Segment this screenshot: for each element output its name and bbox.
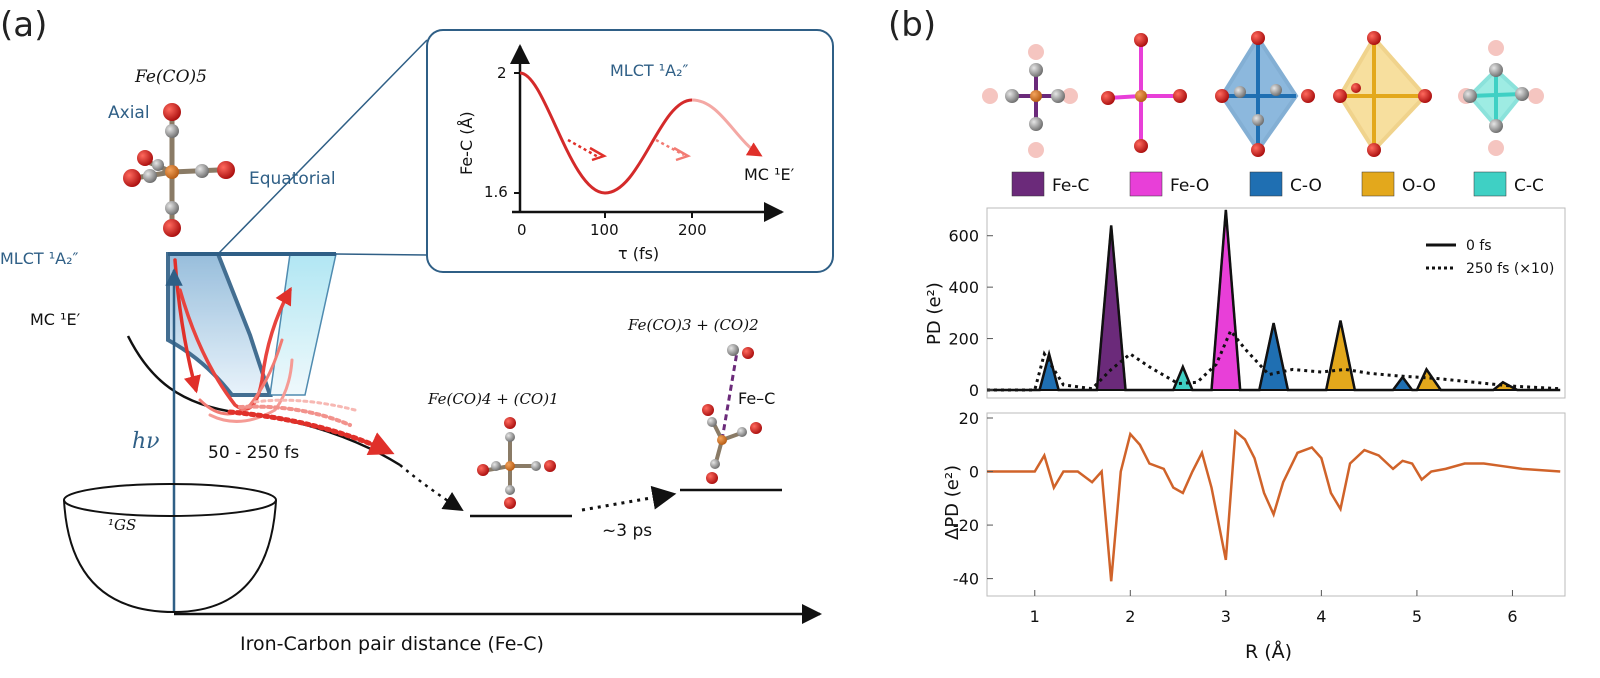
dpd-x-tick-label: 5 (1412, 607, 1422, 626)
pd-peak (1095, 225, 1127, 391)
inset-mlct-label: MLCT ¹A₂″ (610, 61, 689, 80)
panel-a-label: (a) (0, 5, 47, 45)
pd-y-tick-label: 0 (969, 381, 979, 400)
inset-oscillation-curve-tail (691, 98, 763, 157)
inset-x-tick: 100 (590, 221, 619, 239)
pd-y-tick-label: 600 (948, 227, 979, 246)
gs-well (63, 499, 277, 614)
hv-label: hν (132, 429, 160, 454)
dpd-x-tick-label: 6 (1507, 607, 1517, 626)
legend-label-c-o: C-O (1290, 176, 1322, 196)
inset-ylabel: Fe-C (Å) (457, 111, 476, 175)
inset-oscillation-curve (519, 71, 693, 195)
inset-mc-label: MC ¹E′ (744, 165, 795, 184)
legend-swatch-c-c (1473, 171, 1507, 197)
inset-x-tick: 200 (678, 221, 707, 239)
dpd-x-tick-label: 4 (1316, 607, 1326, 626)
inset-x-tick: 0 (517, 221, 527, 239)
legend-swatch-c-o (1249, 171, 1283, 197)
inset-projection-line (217, 39, 428, 255)
x-axis-label: Iron-Carbon pair distance (Fe-C) (240, 633, 544, 655)
inset-xlabel: τ (fs) (618, 244, 659, 263)
time-label: 50 - 250 fs (208, 443, 299, 463)
pd-peak (1171, 364, 1194, 391)
dpd-y-tick-label: 0 (969, 463, 979, 482)
legend-label-fe-c: Fe-C (1052, 176, 1089, 196)
dpd-series-line (987, 428, 1561, 582)
inset-projection-line (335, 253, 428, 256)
pd-series-0fs (987, 209, 1561, 392)
legend-swatch-fe-c (1011, 171, 1045, 197)
pd-series-legend: 0 fs 250 fs (×10) (1426, 238, 1554, 277)
equatorial-label: Equatorial (249, 169, 336, 189)
dissociation-path (399, 464, 464, 512)
dpd-x-tick-label: 1 (1030, 607, 1040, 626)
legend-label-250fs: 250 fs (×10) (1466, 261, 1554, 277)
wavepacket-arrows (173, 258, 395, 456)
dpd-x-ticks: 1 2 3 4 5 6 (1030, 590, 1518, 626)
dpd-y-tick-label: -20 (953, 516, 979, 535)
fe-co5-molecule (123, 103, 235, 237)
pair-legend: Fe-C Fe-O C-O O-O C-C (1011, 171, 1544, 197)
dpd-x-tick-label: 2 (1125, 607, 1135, 626)
legend-label-0fs: 0 fs (1466, 238, 1492, 254)
pd-y-tick-label: 400 (948, 278, 979, 297)
gs-well-rim (63, 483, 277, 517)
mc-label: MC ¹E′ (30, 310, 81, 329)
molecule-title: Fe(CO)5 (134, 67, 207, 87)
mlct-potential-well-right (269, 253, 337, 396)
product1-label: Fe(CO)4 + (CO)1 (427, 390, 559, 408)
pd-plot-frame (986, 207, 1566, 399)
structure-o-o (1333, 31, 1432, 157)
legend-swatch-fe-o (1129, 171, 1163, 197)
pd-series-250fs (987, 327, 1561, 392)
dpd-y-tick-label: 20 (959, 409, 979, 428)
pd-plot (987, 209, 1561, 392)
structure-fe-o (1101, 33, 1187, 153)
axial-label: Axial (108, 103, 150, 123)
pd-peak (1324, 320, 1357, 391)
gs-label: ¹GS (108, 516, 136, 534)
dpd-ylabel: ΔPD (e²) (942, 465, 963, 540)
product-transition-arrow (581, 485, 677, 512)
structure-c-c (1458, 40, 1544, 156)
fec-label: Fe–C (738, 389, 775, 408)
dpd-plot (987, 428, 1561, 582)
fe-co3-molecule (702, 344, 762, 484)
pd-peak (1210, 209, 1242, 391)
pd-y-ticks: 600 400 200 0 (948, 227, 993, 400)
mlct-potential-well (166, 252, 273, 397)
dpd-plot-frame (986, 412, 1566, 597)
dpd-xlabel: R (Å) (1245, 640, 1292, 663)
legend-label-fe-o: Fe-O (1170, 176, 1209, 196)
dpd-y-ticks: 20 0 -20 -40 (953, 409, 993, 589)
structure-fe-c (982, 44, 1078, 158)
inset-y-tick: 1.6 (484, 183, 508, 201)
inset-y-tick: 2 (497, 64, 507, 82)
inset-decay-arrows (567, 138, 692, 162)
pd-peak (1258, 322, 1290, 391)
pd-ylabel: PD (e²) (924, 282, 945, 345)
legend-label-c-c: C-C (1514, 176, 1544, 196)
legend-swatch-o-o (1361, 171, 1395, 197)
pd-y-tick-label: 200 (948, 330, 979, 349)
dpd-x-tick-label: 3 (1221, 607, 1231, 626)
structure-c-o (1215, 31, 1315, 157)
mlct-label: MLCT ¹A₂″ (0, 249, 79, 268)
product2-label: Fe(CO)3 + (CO)2 (627, 316, 759, 334)
ps-label: ~3 ps (602, 521, 652, 541)
dpd-y-tick-label: -40 (953, 570, 979, 589)
legend-label-o-o: O-O (1402, 176, 1436, 196)
panel-b-label: (b) (888, 5, 936, 45)
fe-co4-molecule (477, 417, 556, 509)
